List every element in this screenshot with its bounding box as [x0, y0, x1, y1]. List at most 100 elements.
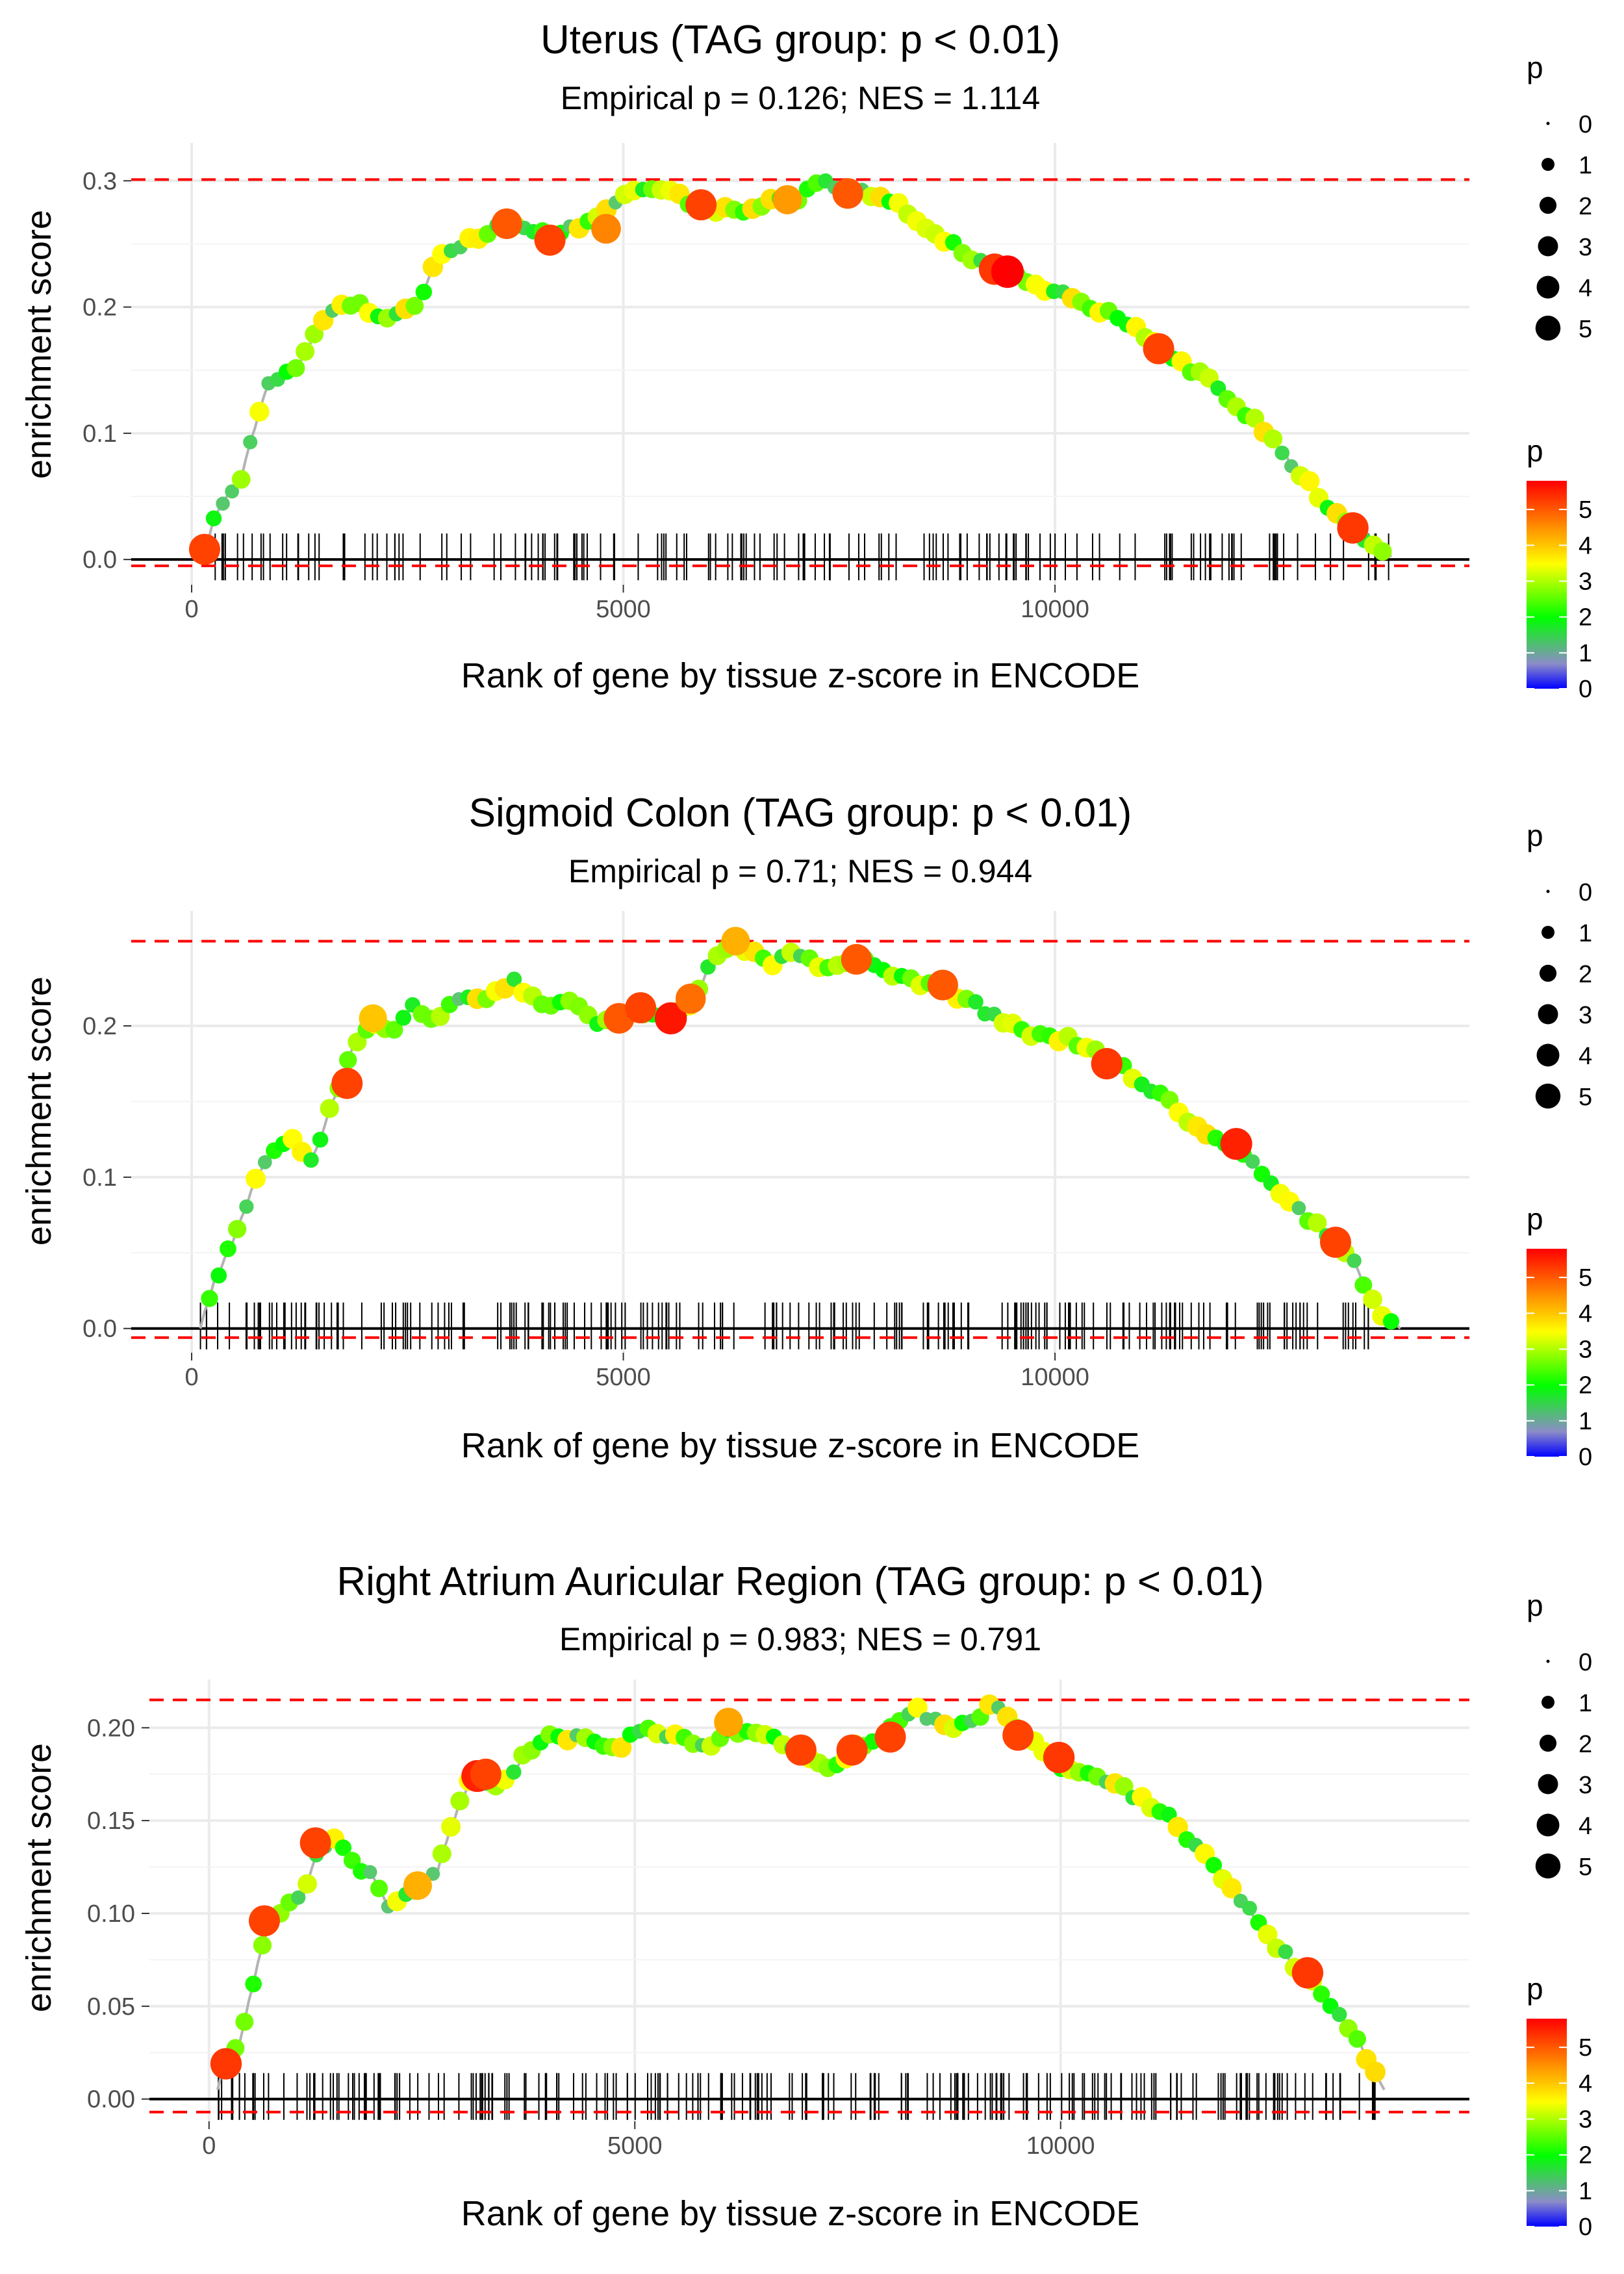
es-point-highlight — [654, 1002, 687, 1035]
legend-panel-2: p 0 1 2 3 4 5 p 0 1 2 3 4 5 — [1527, 819, 1592, 1471]
color-legend-bar — [1527, 1249, 1567, 1457]
es-point — [1167, 1817, 1188, 1837]
es-point — [385, 1021, 403, 1039]
size-legend-dot — [1539, 964, 1557, 982]
es-point-highlight — [785, 1734, 817, 1766]
es-point — [298, 1874, 317, 1894]
color-legend-label: 0 — [1579, 2214, 1592, 2241]
es-point-highlight — [874, 1721, 906, 1753]
es-point-highlight — [299, 1827, 331, 1859]
panel-title: Sigmoid Colon (TAG group: p < 0.01) — [469, 791, 1132, 836]
es-point-highlight — [188, 533, 220, 565]
size-legend-dot — [1546, 889, 1550, 893]
es-point-highlight — [841, 943, 872, 975]
color-legend-label: 5 — [1579, 496, 1592, 524]
size-legend-label: 5 — [1579, 1854, 1592, 1881]
size-legend-title: p — [1527, 1589, 1543, 1622]
es-point — [432, 1844, 451, 1863]
es-point — [1278, 1944, 1293, 1960]
legend-panel-1: p 0 1 2 3 4 5 p 0 1 2 3 4 5 — [1527, 51, 1592, 703]
es-point — [362, 1865, 377, 1880]
y-tick-label: 0.1 — [82, 1164, 117, 1192]
color-legend-label: 1 — [1579, 640, 1592, 667]
color-legend-label: 3 — [1579, 2106, 1592, 2133]
color-legend-title: p — [1527, 1972, 1543, 2006]
x-tick-label: 0 — [184, 596, 198, 623]
es-point — [1332, 2007, 1347, 2023]
es-point — [205, 510, 222, 527]
es-point — [1308, 1213, 1327, 1233]
es-point — [1114, 1777, 1134, 1796]
size-legend-label: 5 — [1579, 1084, 1592, 1111]
plot-area-sigmoid-colon: 0.0 0.1 0.2 0 5000 10000 — [82, 911, 1469, 1391]
es-point-highlight — [591, 214, 621, 244]
es-point — [1373, 542, 1392, 561]
es-point — [415, 283, 433, 301]
legend-panel-3: p 0 1 2 3 4 5 p 0 1 2 3 4 5 — [1527, 1589, 1592, 2241]
x-tick-label: 0 — [184, 1364, 198, 1391]
size-legend-label: 0 — [1579, 111, 1592, 138]
es-point — [968, 994, 983, 1010]
es-point — [253, 1935, 272, 1955]
size-legend-title: p — [1527, 51, 1543, 84]
es-point — [286, 359, 305, 377]
plot-area-uterus: 0.0 0.1 0.2 0.3 0 5000 10000 — [82, 143, 1469, 623]
es-point-highlight — [359, 1004, 387, 1032]
size-legend-label: 2 — [1579, 961, 1592, 988]
es-point — [335, 1839, 352, 1856]
y-tick-label: 0.00 — [87, 2086, 135, 2114]
es-point-highlight — [249, 1905, 280, 1937]
size-legend-dot — [1536, 275, 1560, 299]
y-tick-label: 0.1 — [82, 420, 117, 448]
x-tick-label: 5000 — [596, 1364, 651, 1391]
es-point — [291, 1890, 306, 1905]
es-point-highlight — [832, 178, 863, 209]
es-point-highlight — [1291, 1957, 1324, 1989]
y-tick-label: 0.10 — [87, 1900, 135, 1928]
panel-title: Uterus (TAG group: p < 0.01) — [540, 18, 1060, 62]
es-point — [220, 1240, 236, 1257]
size-legend-label: 2 — [1579, 193, 1592, 220]
es-point — [243, 435, 258, 450]
size-legend-label: 0 — [1579, 1649, 1592, 1676]
es-point — [296, 342, 315, 361]
es-point — [231, 470, 251, 489]
es-point — [225, 484, 240, 499]
panel-sigmoid-colon: Sigmoid Colon (TAG group: p < 0.01) Empi… — [19, 791, 1469, 1465]
es-point — [370, 1879, 388, 1898]
color-legend-label: 5 — [1579, 2034, 1592, 2062]
panel-uterus: Uterus (TAG group: p < 0.01) Empirical p… — [19, 18, 1469, 695]
size-legend-label: 5 — [1579, 316, 1592, 343]
es-curve — [203, 179, 1392, 558]
es-point — [245, 1975, 262, 1993]
size-legend-dot — [1538, 236, 1558, 257]
size-legend-dot — [1542, 926, 1554, 939]
size-legend-label: 2 — [1579, 1731, 1592, 1758]
x-axis-label: Rank of gene by tissue z-score in ENCODE — [461, 2194, 1139, 2233]
color-legend-label: 4 — [1579, 532, 1592, 559]
es-point — [425, 1867, 440, 1881]
size-legend-label: 3 — [1579, 1002, 1592, 1029]
es-point — [1363, 1289, 1382, 1309]
es-point — [257, 1155, 272, 1169]
panel-subtitle: Empirical p = 0.126; NES = 1.114 — [561, 80, 1040, 116]
color-legend-label: 1 — [1579, 1408, 1592, 1435]
es-point-highlight — [210, 2048, 242, 2080]
y-tick-label: 0.2 — [82, 1013, 117, 1040]
es-point-highlight — [1220, 1128, 1252, 1160]
size-legend-dot — [1542, 158, 1554, 171]
size-legend-dot — [1535, 1853, 1561, 1879]
es-point — [249, 402, 270, 422]
es-point — [320, 1099, 339, 1118]
es-point — [1291, 1201, 1306, 1216]
panel-title: Right Atrium Auricular Region (TAG group… — [336, 1559, 1263, 1604]
color-legend-label: 5 — [1579, 1264, 1592, 1292]
color-legend-label: 2 — [1579, 1372, 1592, 1399]
size-legend-label: 4 — [1579, 1813, 1592, 1840]
size-legend-dot — [1539, 1734, 1557, 1752]
size-legend-dot — [1538, 1774, 1558, 1795]
es-point — [506, 971, 522, 987]
y-tick-label: 0.2 — [82, 294, 117, 322]
color-legend-label: 0 — [1579, 1444, 1592, 1471]
